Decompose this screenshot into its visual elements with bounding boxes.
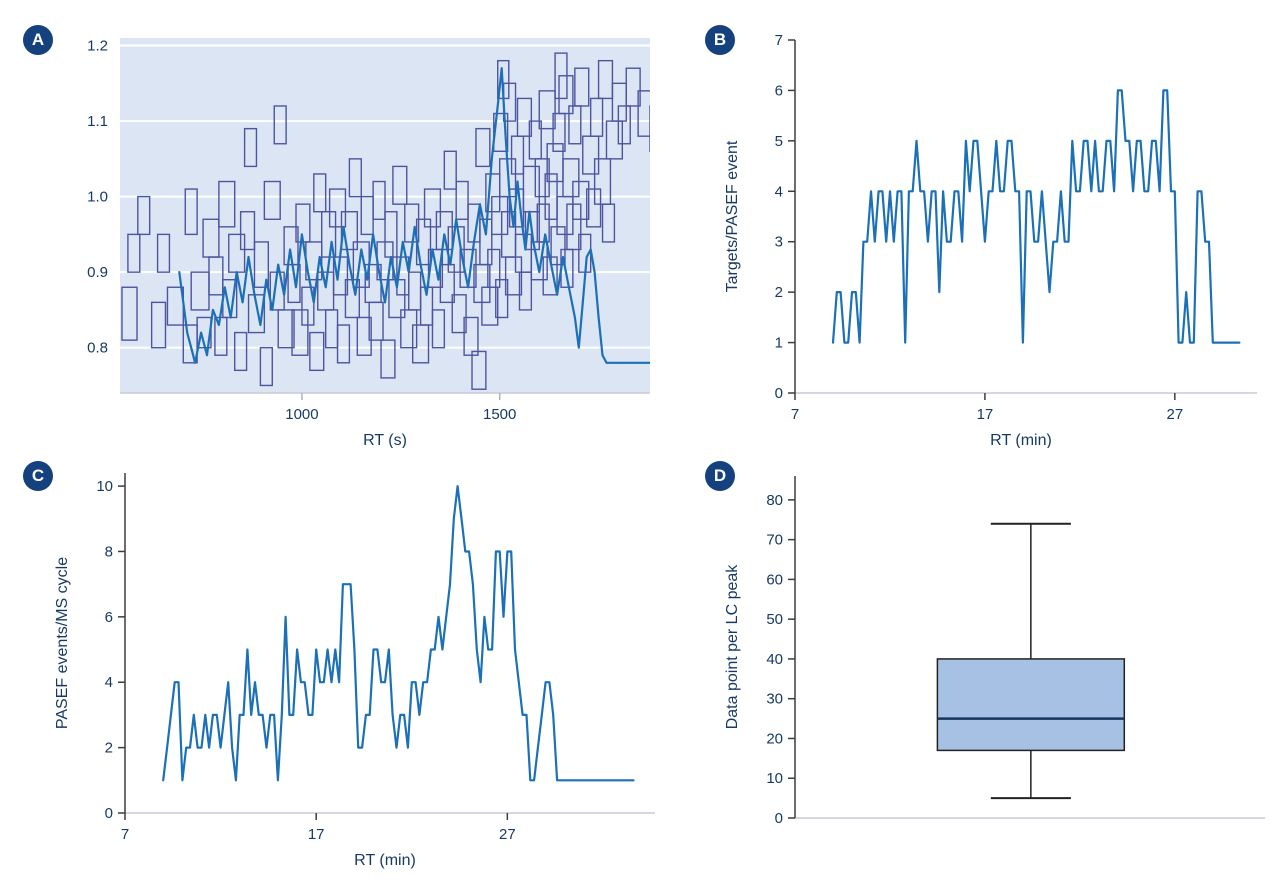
y-tick-label: 1.2 bbox=[87, 38, 108, 55]
y-tick-label: 70 bbox=[766, 532, 783, 549]
data-line bbox=[178, 67, 650, 364]
box-plot bbox=[936, 522, 1126, 800]
y-tick-label: 0 bbox=[775, 810, 783, 827]
y-tick-label: 2 bbox=[775, 284, 783, 301]
y-tick-label: 1.0 bbox=[87, 189, 108, 206]
x-tick-label: 27 bbox=[1166, 406, 1183, 423]
x-tick-label: 7 bbox=[791, 406, 799, 423]
panel-d-chart-datapoints-per-lc-peak-boxplot: 0 10 20 30 40 50 60 70 80 Data point per LC peak bbox=[724, 476, 1265, 827]
panel-c-chart-pasef-events-per-ms-cycle: 0 2 4 6 8 10 7 17 27 RT (min) PASEF events/MS cycl… bbox=[55, 473, 655, 869]
axes: 0 10 20 30 40 50 60 70 80 bbox=[766, 476, 1265, 827]
y-tick-label: 1 bbox=[775, 335, 783, 352]
panel-b-badge: B bbox=[705, 25, 735, 55]
y-axis-title: Data point per LC peak bbox=[724, 564, 741, 730]
panel-a-chart-im-vs-rt: 0.8 0.9 1.0 1.1 1.2 1000 1500 RT (s) bbox=[87, 38, 650, 448]
y-tick-label: 2 bbox=[105, 740, 113, 757]
x-tick-label: 17 bbox=[977, 406, 994, 423]
y-tick-label: 6 bbox=[105, 609, 113, 626]
y-tick-label: 8 bbox=[105, 543, 113, 560]
panel-b-chart-targets-per-pasef-event: 0 1 2 3 4 5 6 7 7 17 27 RT (min) Targets/PASEF event bbox=[724, 32, 1257, 448]
y-tick-label: 0.8 bbox=[87, 340, 108, 357]
y-tick-label: 10 bbox=[766, 770, 783, 787]
y-tick-label: 40 bbox=[766, 651, 783, 668]
axes: 0.8 0.9 1.0 1.1 1.2 1000 1500 bbox=[87, 38, 650, 423]
x-tick-label: 17 bbox=[308, 826, 325, 843]
y-tick-label: 60 bbox=[766, 571, 783, 588]
y-tick-label: 1.1 bbox=[87, 113, 108, 130]
data-line bbox=[831, 89, 1241, 344]
y-tick-label: 4 bbox=[775, 183, 783, 200]
x-tick-label: 1500 bbox=[483, 406, 516, 423]
series bbox=[162, 485, 635, 782]
im-scheduling-boxes bbox=[121, 52, 650, 390]
x-axis-title: RT (s) bbox=[363, 432, 407, 448]
x-tick-label: 7 bbox=[121, 826, 129, 843]
x-tick-label: 1000 bbox=[285, 406, 318, 423]
y-tick-label: 80 bbox=[766, 492, 783, 509]
x-tick-label: 27 bbox=[499, 826, 516, 843]
axes: 0 2 4 6 8 10 7 17 27 bbox=[96, 473, 655, 843]
y-tick-label: 4 bbox=[105, 674, 113, 691]
panel-a-badge: A bbox=[23, 25, 53, 55]
axes: 0 1 2 3 4 5 6 7 7 17 27 bbox=[775, 32, 1257, 423]
y-tick-label: 0 bbox=[105, 805, 113, 822]
series bbox=[121, 52, 650, 390]
panel-c-badge: C bbox=[23, 461, 53, 491]
y-tick-label: 10 bbox=[96, 478, 113, 495]
y-tick-label: 0 bbox=[775, 385, 783, 402]
y-axis-title: PASEF events/MS cycle bbox=[55, 557, 71, 729]
y-tick-label: 20 bbox=[766, 730, 783, 747]
panel-d-badge: D bbox=[705, 461, 735, 491]
x-axis-title: RT (min) bbox=[354, 852, 416, 869]
iqr-box bbox=[936, 658, 1126, 752]
y-tick-label: 6 bbox=[775, 82, 783, 99]
y-tick-label: 50 bbox=[766, 611, 783, 628]
y-tick-label: 5 bbox=[775, 133, 783, 150]
y-tick-label: 7 bbox=[775, 32, 783, 49]
y-tick-label: 3 bbox=[775, 234, 783, 251]
data-line bbox=[162, 485, 635, 782]
x-axis-title: RT (min) bbox=[990, 432, 1052, 448]
y-axis-title: Targets/PASEF event bbox=[724, 140, 741, 292]
y-tick-label: 30 bbox=[766, 691, 783, 708]
series bbox=[831, 89, 1241, 344]
y-tick-label: 0.9 bbox=[87, 264, 108, 281]
